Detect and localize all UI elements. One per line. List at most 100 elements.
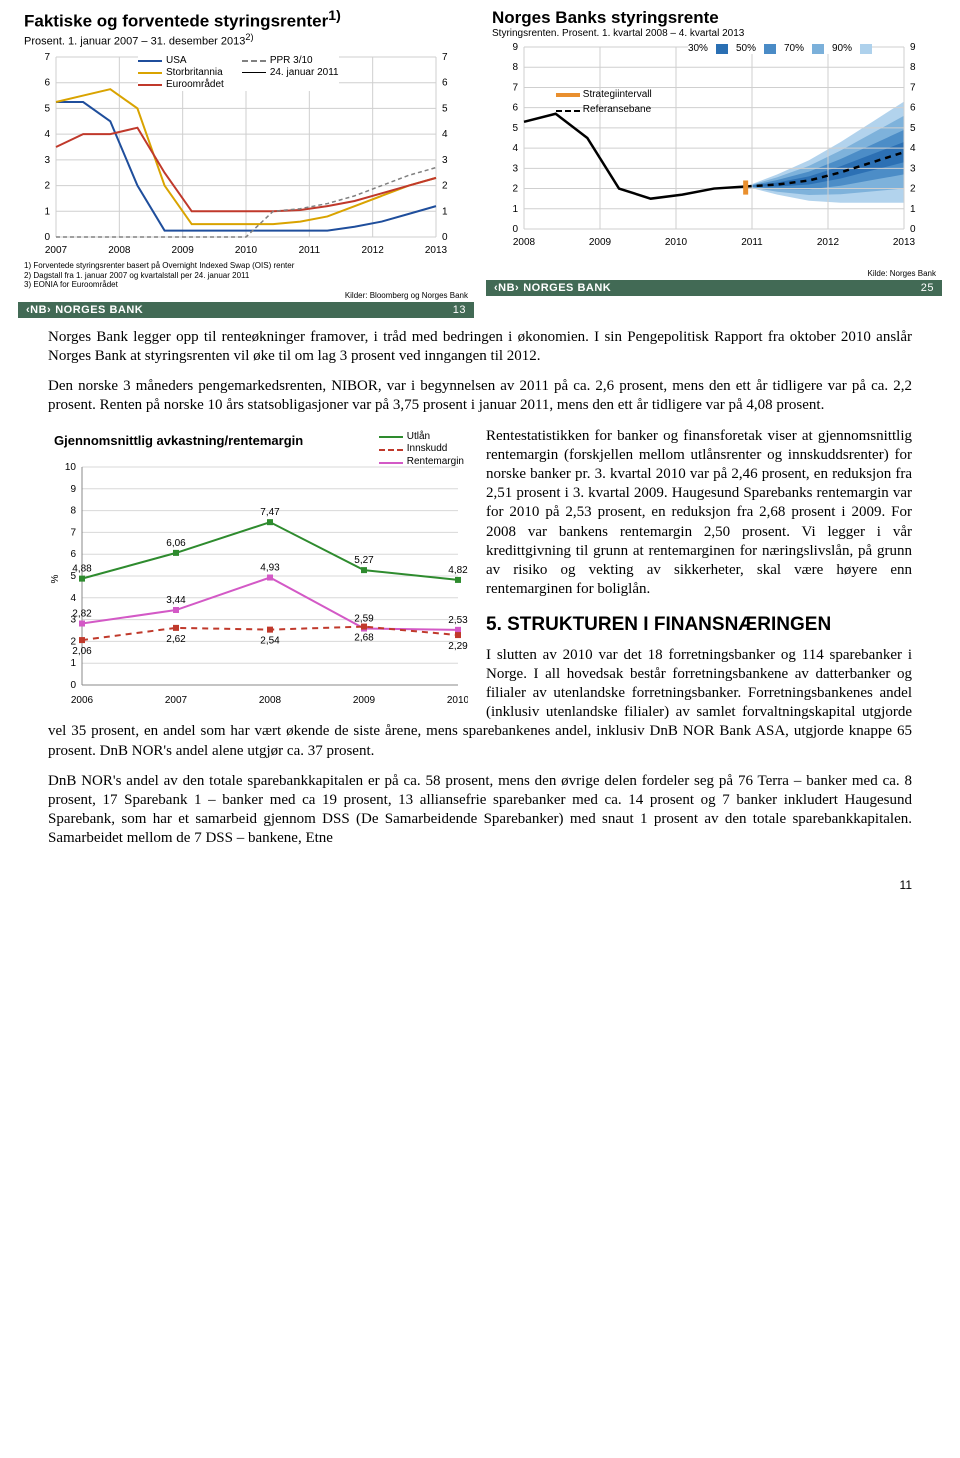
svg-text:1: 1 <box>44 207 50 218</box>
svg-text:2013: 2013 <box>425 245 448 256</box>
svg-text:9: 9 <box>70 484 76 495</box>
svg-text:1: 1 <box>910 204 916 215</box>
svg-text:2012: 2012 <box>362 245 385 256</box>
chart-left-footer-bar: ‹NB›NORGES BANK 13 <box>18 302 474 318</box>
svg-text:9: 9 <box>910 42 916 53</box>
svg-text:6,06: 6,06 <box>166 538 186 549</box>
svg-text:1: 1 <box>70 658 76 669</box>
top-charts-row: Faktiske og forventede styringsrenter1) … <box>0 0 960 318</box>
svg-text:2012: 2012 <box>817 237 840 248</box>
svg-text:9: 9 <box>512 42 518 53</box>
chart-left: Faktiske og forventede styringsrenter1) … <box>18 6 474 318</box>
svg-text:7: 7 <box>44 52 50 63</box>
svg-text:4: 4 <box>70 593 76 604</box>
svg-text:5,27: 5,27 <box>354 555 374 566</box>
svg-text:7: 7 <box>512 82 518 93</box>
svg-text:5: 5 <box>910 123 916 134</box>
svg-text:8: 8 <box>910 62 916 73</box>
svg-text:5: 5 <box>44 104 50 115</box>
svg-text:6: 6 <box>512 103 518 114</box>
svg-text:4,82: 4,82 <box>448 565 468 576</box>
chart-right-svg: 0011223344556677889920082009201020112012… <box>486 41 942 251</box>
svg-text:5: 5 <box>442 104 448 115</box>
svg-text:2008: 2008 <box>259 695 282 706</box>
chart-left-badge: 13 <box>453 304 466 316</box>
svg-text:6: 6 <box>70 549 76 560</box>
svg-text:2: 2 <box>442 181 448 192</box>
chart-right-source: Kilde: Norges Bank <box>486 269 936 278</box>
chart-left-plot: USA Storbritannia Euroområdet PPR 3/10 2… <box>18 49 474 259</box>
chart-right-fan-legend: 30% 50% 70% 90% <box>688 43 872 54</box>
svg-text:1: 1 <box>512 204 518 215</box>
svg-text:2010: 2010 <box>665 237 688 248</box>
chart-inline: Gjennomsnittlig avkastning/rentemargin U… <box>48 431 468 710</box>
svg-text:2007: 2007 <box>165 695 188 706</box>
svg-text:0: 0 <box>442 232 448 243</box>
chart-right: Norges Banks styringsrente Styringsrente… <box>486 6 942 318</box>
svg-text:2,68: 2,68 <box>354 633 374 644</box>
chart-right-subtitle: Styringsrenten. Prosent. 1. kvartal 2008… <box>492 28 942 39</box>
chart-left-legend: USA Storbritannia Euroområdet PPR 3/10 2… <box>138 55 339 91</box>
paragraph-2a: Den norske 3 måneders pengemarkedsrenten… <box>48 377 912 415</box>
svg-text:2008: 2008 <box>108 245 131 256</box>
svg-text:0: 0 <box>44 232 50 243</box>
svg-text:0: 0 <box>512 224 518 235</box>
svg-text:2,59: 2,59 <box>354 614 374 625</box>
svg-text:7: 7 <box>910 82 916 93</box>
svg-text:3: 3 <box>910 163 916 174</box>
chart-right-footer-bar: ‹NB›NORGES BANK 25 <box>486 280 942 296</box>
svg-text:3: 3 <box>442 155 448 166</box>
svg-text:2006: 2006 <box>71 695 94 706</box>
svg-text:2008: 2008 <box>513 237 536 248</box>
svg-text:2,06: 2,06 <box>72 646 92 657</box>
svg-text:2: 2 <box>44 181 50 192</box>
svg-text:6: 6 <box>442 78 448 89</box>
svg-text:4: 4 <box>910 143 916 154</box>
svg-text:4: 4 <box>44 129 50 140</box>
svg-text:2,82: 2,82 <box>72 609 92 620</box>
chart-left-footnotes: 1) Forventede styringsrenter basert på O… <box>24 261 474 289</box>
svg-text:4: 4 <box>442 129 448 140</box>
svg-text:4,88: 4,88 <box>72 564 92 575</box>
chart-right-badge: 25 <box>921 282 934 294</box>
svg-text:8: 8 <box>512 62 518 73</box>
svg-text:5: 5 <box>512 123 518 134</box>
svg-text:1: 1 <box>442 207 448 218</box>
chart-right-series-legend: Strategiintervall Referansebane <box>556 89 652 115</box>
svg-text:7: 7 <box>70 528 76 539</box>
body-text: Norges Bank legger opp til renteøkninger… <box>0 318 960 860</box>
paragraph-4: DnB NOR's andel av den totale sparebankk… <box>48 772 912 849</box>
svg-text:2,62: 2,62 <box>166 634 186 645</box>
svg-text:7: 7 <box>442 52 448 63</box>
svg-text:3,44: 3,44 <box>166 595 186 606</box>
svg-text:%: % <box>50 575 61 584</box>
svg-text:2010: 2010 <box>447 695 468 706</box>
chart-right-title: Norges Banks styringsrente <box>492 8 942 28</box>
svg-text:2009: 2009 <box>589 237 612 248</box>
chart-right-plot: 30% 50% 70% 90% Strategiintervall Refera… <box>486 41 942 251</box>
paragraph-1: Norges Bank legger opp til renteøkninger… <box>48 328 912 366</box>
page-number: 11 <box>0 860 960 902</box>
svg-text:2,29: 2,29 <box>448 641 468 652</box>
svg-text:3: 3 <box>512 163 518 174</box>
svg-text:4: 4 <box>512 143 518 154</box>
svg-text:0: 0 <box>70 680 76 691</box>
svg-text:2: 2 <box>512 184 518 195</box>
svg-text:2007: 2007 <box>45 245 68 256</box>
chart-left-source: Kilder: Bloomberg og Norges Bank <box>18 291 468 300</box>
svg-text:7,47: 7,47 <box>260 507 280 518</box>
chart-left-subtitle: Prosent. 1. januar 2007 – 31. desember 2… <box>24 32 474 48</box>
svg-text:2010: 2010 <box>235 245 258 256</box>
svg-text:2,53: 2,53 <box>448 615 468 626</box>
svg-text:3: 3 <box>44 155 50 166</box>
chart-inline-legend: Utlån Innskudd Rentemargin <box>379 431 464 469</box>
nb-brand-logo: ‹NB›NORGES BANK <box>26 304 143 316</box>
svg-text:2,54: 2,54 <box>260 636 280 647</box>
svg-text:2009: 2009 <box>172 245 195 256</box>
svg-text:2009: 2009 <box>353 695 376 706</box>
svg-text:2: 2 <box>910 184 916 195</box>
svg-text:4,93: 4,93 <box>260 563 280 574</box>
svg-text:10: 10 <box>65 462 77 473</box>
svg-text:2013: 2013 <box>893 237 916 248</box>
svg-text:6: 6 <box>910 103 916 114</box>
